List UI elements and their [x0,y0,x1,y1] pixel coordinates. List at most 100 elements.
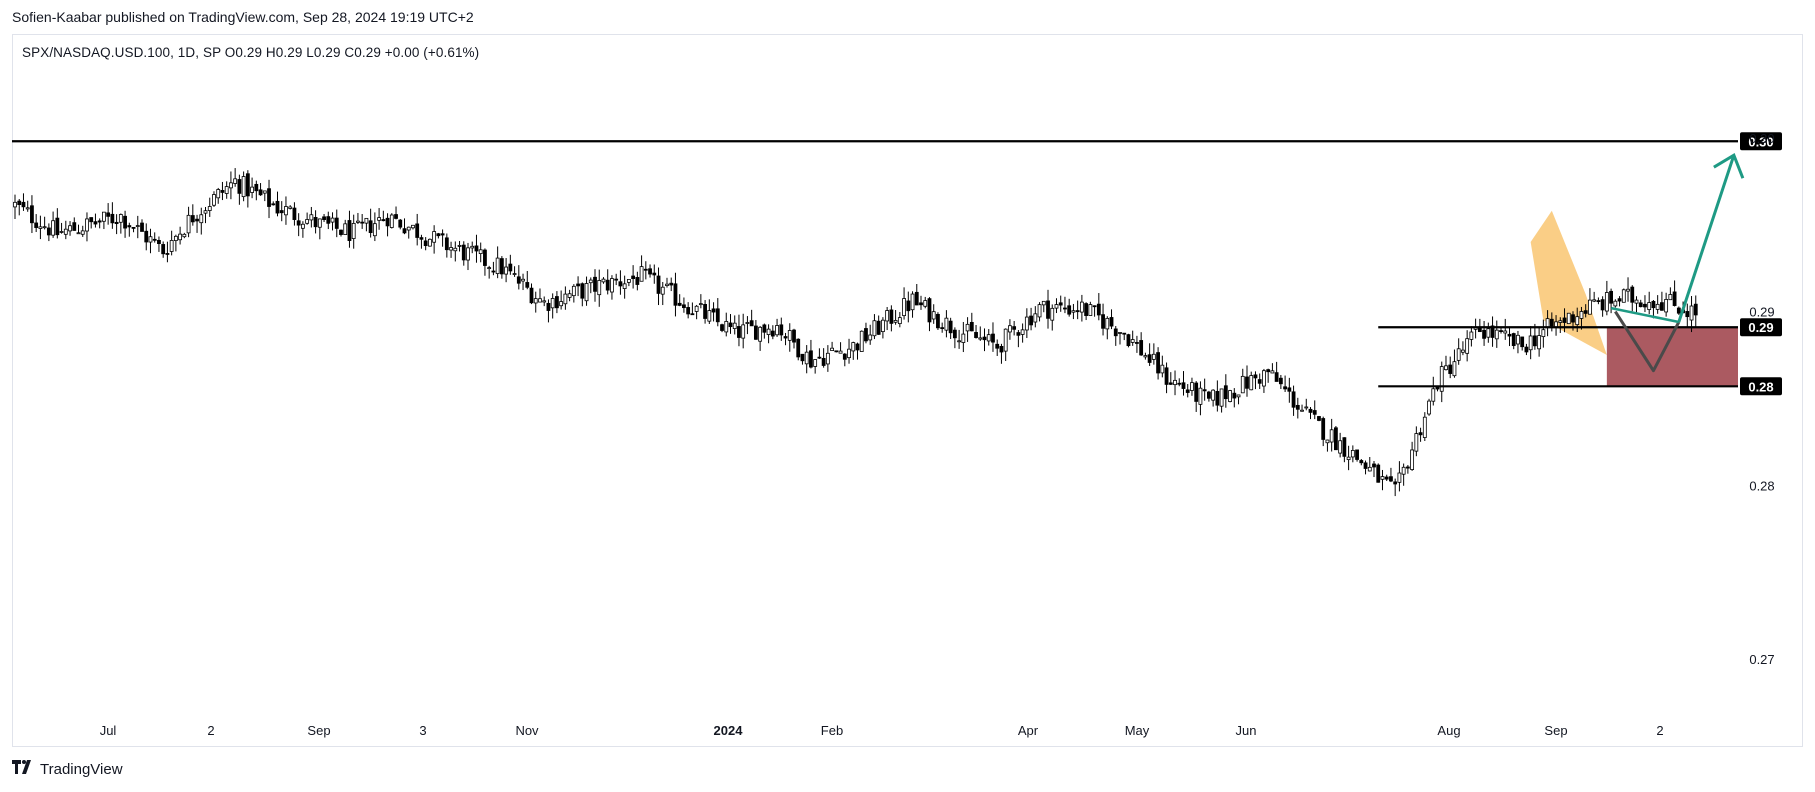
candle [1664,292,1669,317]
arrow-lead [1610,306,1680,324]
candle [195,214,199,233]
candle [351,214,356,249]
y-tick-label: 0.30 [1749,131,1774,146]
candle [753,320,758,340]
candle [1334,426,1338,451]
candle [305,212,310,225]
candle [1647,291,1652,315]
candle [1410,441,1415,471]
candle [919,295,923,310]
candle [1113,326,1118,346]
candle [233,168,238,187]
candle [1452,349,1457,378]
candle [1160,355,1165,378]
candle [538,288,542,303]
candle [626,279,631,287]
candle [1037,302,1042,322]
candle [190,204,195,226]
candle [275,191,280,217]
candle [80,225,85,237]
candle [656,267,661,306]
candle [1168,372,1173,385]
candle [1401,463,1406,486]
candle [1130,330,1135,346]
candle [682,297,686,313]
candle [643,261,648,280]
candle [576,276,580,297]
candle [1490,316,1495,347]
candle [1122,332,1127,341]
candle [1050,304,1055,331]
candle [394,206,398,220]
candle [1414,426,1419,457]
y-axis: 0.30 0.29 0.28 0.27 [1749,131,1774,667]
candle [34,214,39,233]
candle [516,265,521,290]
x-tick-label: Feb [821,723,843,738]
y-tick-label: 0.27 [1749,652,1774,667]
candle [110,202,115,229]
candle [1181,371,1186,396]
footer-brand[interactable]: TradingView [12,760,123,778]
candle [1685,303,1690,328]
candle [169,230,174,256]
candle [948,317,953,339]
candle [639,255,644,282]
candle [711,302,716,322]
candle [495,246,500,279]
x-tick-label: Nov [515,723,539,738]
candle [1151,343,1156,365]
x-axis: Jul 2 Sep 3 Nov 2024 Feb Apr May Jun Aug Sep 2 [100,723,1664,738]
footer-brand-label: TradingView [40,760,123,778]
candle [542,296,547,307]
candle [1448,356,1453,379]
candle [965,317,970,342]
candle [1651,299,1656,319]
candle [673,272,678,317]
candle [491,261,496,276]
candle [1270,363,1275,374]
candle [1655,295,1660,314]
candle [1262,368,1266,393]
candle [1266,368,1271,383]
candle [610,275,614,300]
candle [1604,280,1609,316]
candle [427,238,432,247]
candle [1143,352,1148,360]
candle [1278,374,1283,389]
candle [995,339,1000,356]
candle [605,269,610,295]
candle [271,201,276,206]
candle [478,242,483,263]
candle [1418,427,1423,442]
candle [1486,322,1491,343]
candle [809,339,813,369]
candle [1672,280,1677,307]
candle [1376,463,1381,483]
price-badge: 0.30 [1740,132,1782,151]
candle [732,315,737,335]
candle [893,310,898,325]
overlays-group [1610,152,1745,373]
candle [741,313,746,349]
candle [1397,461,1402,492]
candle [1139,332,1144,356]
candle [910,291,915,318]
candle [296,213,301,237]
candle [762,323,767,339]
candle [872,314,877,340]
candle [199,207,204,235]
candle [703,300,707,324]
candle [1528,326,1533,360]
candle [385,213,390,237]
candle [1494,320,1499,348]
candle [1063,296,1067,314]
candle [343,219,348,235]
x-tick-label: Sep [307,723,330,738]
candle [1634,296,1639,313]
candle [991,322,995,352]
candle [758,325,763,351]
candle [1558,317,1563,333]
price-badge: 0.29 [1740,318,1782,337]
